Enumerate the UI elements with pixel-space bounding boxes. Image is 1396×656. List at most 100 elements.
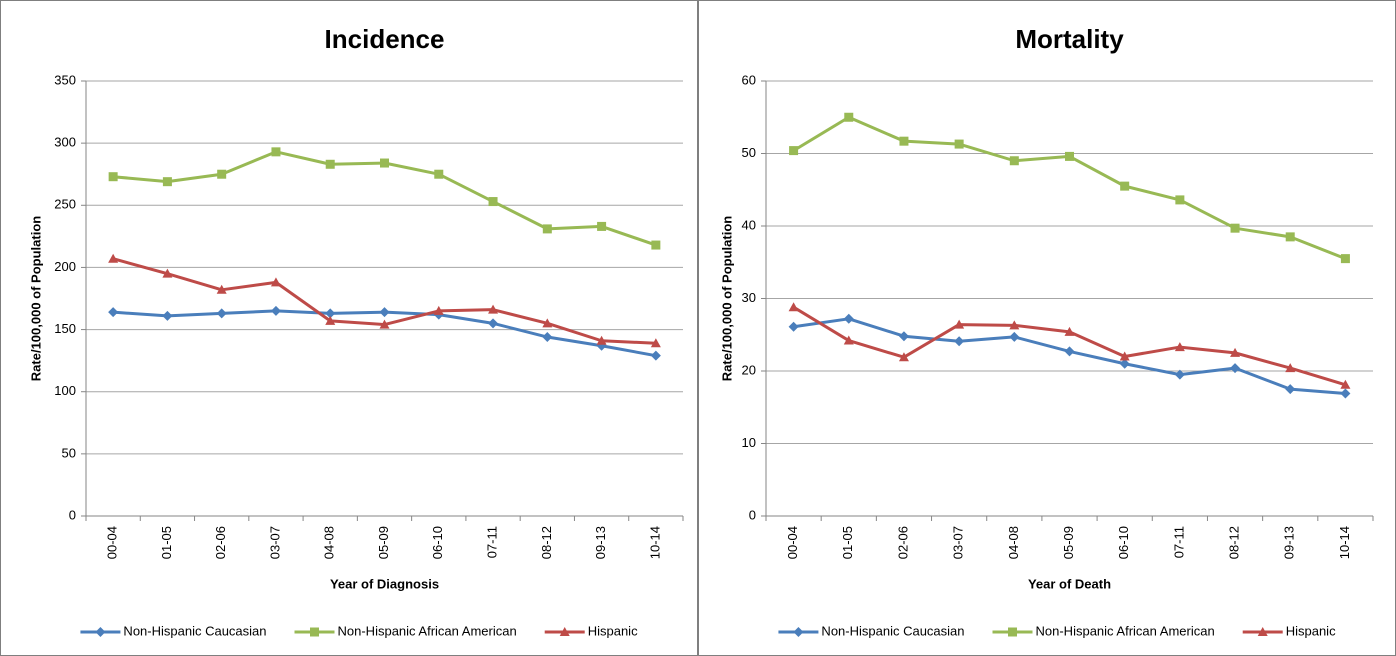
- y-tick-label: 40: [742, 217, 756, 232]
- marker: [162, 177, 172, 187]
- marker: [433, 305, 444, 315]
- y-axis-title: Rate/100,000 of Population: [719, 216, 734, 381]
- marker: [844, 112, 854, 122]
- x-tick-label: 03-07: [267, 526, 282, 559]
- marker: [559, 627, 570, 636]
- series-line: [112, 257, 656, 345]
- y-tick-label: 350: [54, 72, 76, 87]
- x-tick-label: 06-10: [430, 526, 445, 559]
- x-tick-label: 10-14: [647, 526, 662, 559]
- legend-label: Non-Hispanic African American: [1036, 623, 1215, 638]
- marker: [1009, 331, 1020, 342]
- x-tick-label: 02-06: [895, 526, 910, 559]
- marker: [1064, 326, 1075, 336]
- marker: [217, 169, 227, 179]
- y-tick-label: 150: [54, 321, 76, 336]
- chart-title: Incidence: [325, 24, 445, 54]
- marker: [325, 159, 335, 169]
- y-tick-label: 0: [69, 507, 76, 522]
- marker: [898, 352, 909, 362]
- marker: [325, 315, 336, 325]
- marker: [1119, 358, 1130, 369]
- chart-panel: Mortality 0 10 20 30 40 50 60 00-04 01-05 02-06 03-…: [698, 0, 1396, 656]
- x-axis-title: Year of Diagnosis: [330, 576, 439, 591]
- marker: [1230, 347, 1241, 357]
- y-axis-title: Rate/100,000 of Population: [28, 216, 43, 381]
- y-tick-label: 100: [54, 383, 76, 398]
- legend: Non-Hispanic Caucasian Non-Hispanic Afric…: [778, 623, 1336, 638]
- marker: [1285, 232, 1295, 242]
- x-axis-title: Year of Death: [1028, 576, 1111, 591]
- marker: [1009, 320, 1020, 330]
- y-tick-label: 300: [54, 135, 76, 150]
- marker: [788, 302, 799, 312]
- marker: [162, 310, 173, 321]
- x-tick-label: 04-08: [322, 526, 337, 559]
- marker: [1009, 156, 1019, 166]
- x-tick-label: 01-05: [840, 526, 855, 559]
- x-tick-label: 08-12: [1226, 526, 1241, 559]
- x-tick-label: 08-12: [539, 526, 554, 559]
- marker: [542, 224, 552, 234]
- y-tick-label: 0: [749, 507, 756, 522]
- marker: [1285, 363, 1296, 373]
- marker: [1119, 351, 1130, 361]
- chart-title: Mortality: [1015, 24, 1124, 54]
- marker: [899, 136, 909, 146]
- legend-label: Non-Hispanic Caucasian: [123, 623, 266, 638]
- y-tick-label: 50: [62, 445, 76, 460]
- marker: [1257, 627, 1268, 636]
- x-tick-label: 09-13: [593, 526, 608, 559]
- marker: [379, 319, 390, 329]
- marker: [271, 147, 281, 157]
- marker: [95, 627, 106, 637]
- marker: [1340, 379, 1351, 389]
- x-tick-label: 04-08: [1006, 526, 1021, 559]
- marker: [1340, 254, 1350, 264]
- y-tick-label: 10: [742, 435, 756, 450]
- marker: [270, 277, 281, 287]
- series-line: [792, 305, 1346, 387]
- x-tick-label: 10-14: [1337, 526, 1352, 559]
- x-tick-label: 07-11: [1171, 526, 1186, 558]
- marker: [379, 307, 390, 318]
- x-tick-label: 00-04: [785, 526, 800, 559]
- x-tick-label: 05-09: [376, 526, 391, 559]
- legend-label: Hispanic: [1286, 623, 1336, 638]
- marker: [954, 336, 965, 347]
- marker: [1175, 195, 1185, 205]
- marker: [954, 319, 965, 329]
- legend-label: Hispanic: [588, 623, 638, 638]
- marker: [1120, 181, 1130, 191]
- marker: [793, 627, 804, 637]
- marker: [596, 335, 607, 345]
- legend-label: Non-Hispanic African American: [338, 623, 517, 638]
- marker: [651, 240, 661, 250]
- marker: [843, 313, 854, 324]
- marker: [1064, 346, 1075, 357]
- marker: [1174, 342, 1185, 352]
- marker: [216, 308, 227, 319]
- x-tick-label: 09-13: [1282, 526, 1297, 559]
- marker: [1008, 627, 1018, 637]
- marker: [1230, 223, 1240, 233]
- marker: [597, 221, 607, 231]
- marker: [216, 284, 227, 294]
- marker: [488, 304, 499, 314]
- x-tick-label: 03-07: [951, 526, 966, 559]
- x-tick-label: 01-05: [159, 526, 174, 559]
- marker: [1285, 384, 1296, 395]
- y-tick-label: 200: [54, 259, 76, 274]
- legend: Non-Hispanic Caucasian Non-Hispanic Afric…: [80, 623, 638, 638]
- marker: [434, 169, 444, 179]
- y-tick-label: 250: [54, 197, 76, 212]
- x-tick-label: 05-09: [1061, 526, 1076, 559]
- marker: [843, 335, 854, 345]
- series-line: [792, 115, 1346, 261]
- marker: [789, 146, 799, 156]
- marker: [1174, 369, 1185, 380]
- chart-panel: Incidence 0 50 100 150 200 250 300 350 00-04 01-05…: [0, 0, 698, 656]
- legend-label: Non-Hispanic Caucasian: [821, 623, 964, 638]
- marker: [650, 350, 661, 361]
